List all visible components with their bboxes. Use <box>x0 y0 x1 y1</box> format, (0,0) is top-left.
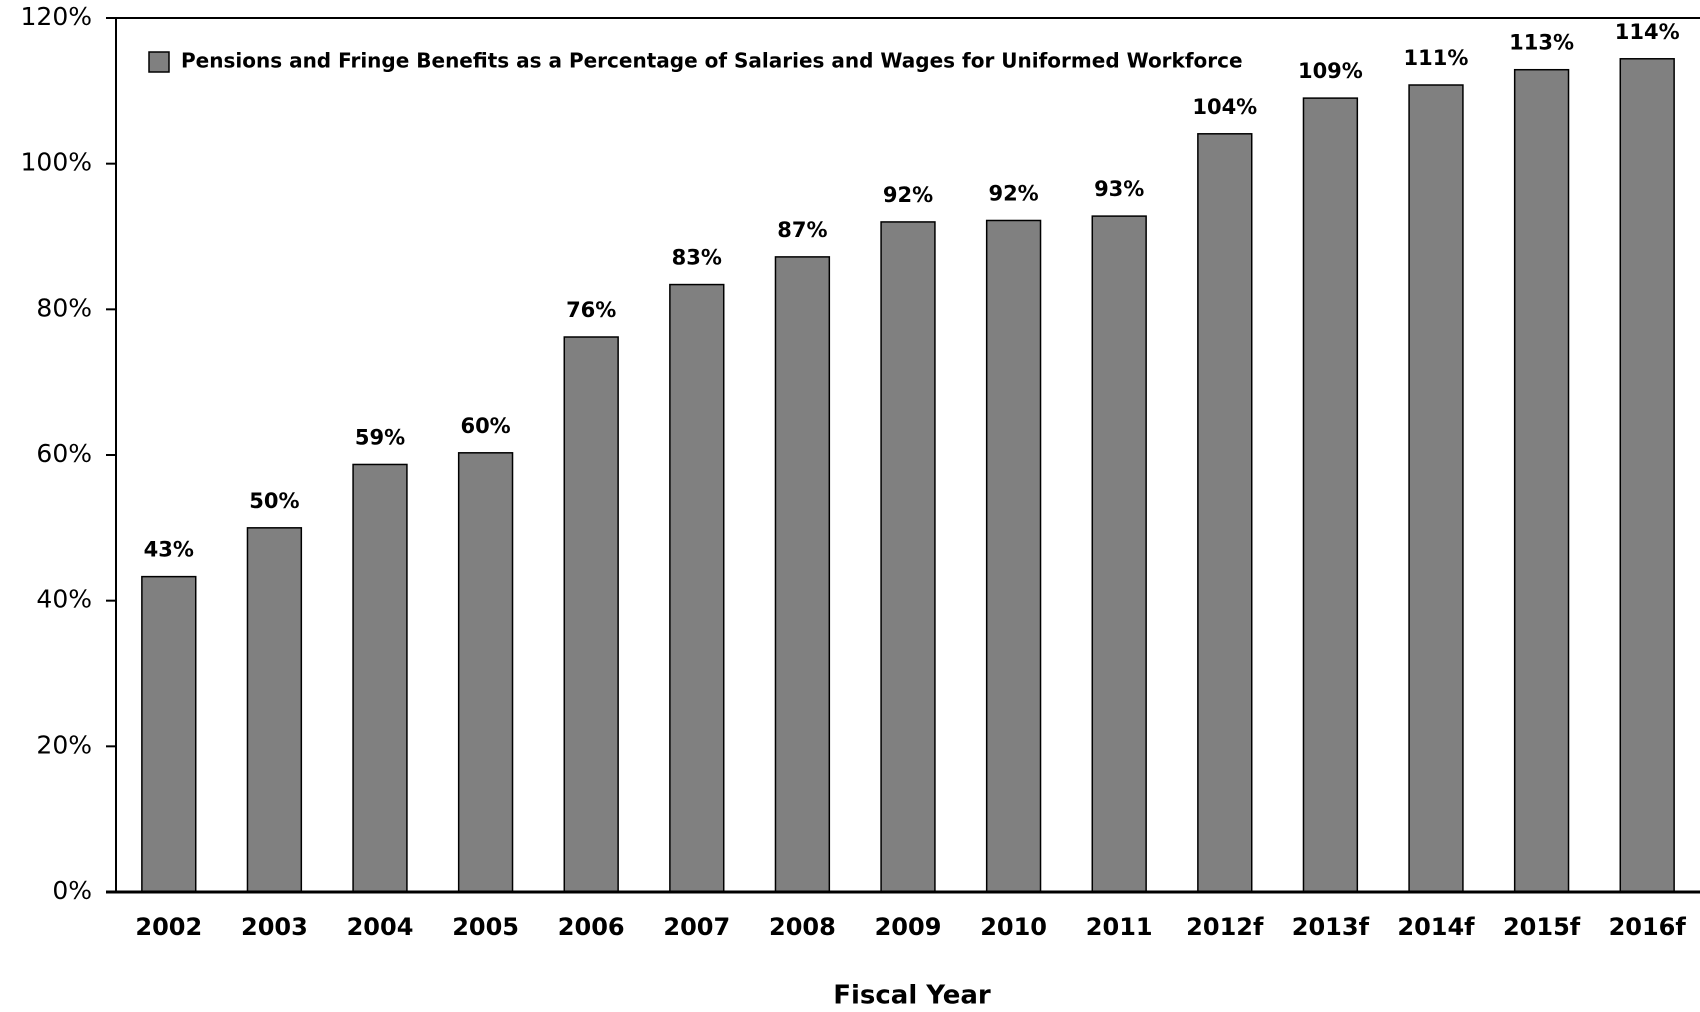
bar <box>985 219 1042 893</box>
value-label: 76% <box>566 298 616 322</box>
x-tick-label: 2014f <box>1397 913 1475 941</box>
value-label: 104% <box>1192 95 1257 119</box>
x-tick-label: 2005 <box>452 913 519 941</box>
bar <box>141 575 197 893</box>
value-label: 93% <box>1094 177 1144 201</box>
value-label: 59% <box>355 425 405 449</box>
x-tick-label: 2003 <box>241 913 308 941</box>
bar <box>669 283 725 893</box>
bar <box>563 336 619 893</box>
bar <box>1197 133 1253 893</box>
bar <box>1302 97 1359 893</box>
x-tick-label: 2004 <box>347 913 414 941</box>
x-tick-label: 2010 <box>980 913 1047 941</box>
y-tick-label: 0% <box>52 876 92 905</box>
value-label: 109% <box>1298 59 1363 83</box>
bar <box>1619 58 1675 893</box>
value-label: 43% <box>144 538 194 562</box>
value-label: 111% <box>1404 46 1469 70</box>
x-axis-title: Fiscal Year <box>833 981 991 1011</box>
x-tick-label: 2002 <box>135 913 202 941</box>
bar <box>457 452 514 893</box>
y-tick-label: 20% <box>36 730 92 759</box>
value-label: 87% <box>777 218 827 242</box>
x-tick-label: 2016f <box>1609 913 1687 941</box>
value-label: 114% <box>1615 20 1680 44</box>
x-tick-label: 2012f <box>1186 913 1264 941</box>
y-tick-label: 40% <box>36 585 92 614</box>
bar <box>352 463 408 893</box>
value-label: 92% <box>883 183 933 207</box>
x-tick-label: 2011 <box>1086 913 1153 941</box>
legend-label: Pensions and Fringe Benefits as a Percen… <box>181 49 1243 73</box>
y-tick-label: 60% <box>36 439 92 468</box>
bar <box>774 256 831 893</box>
bar <box>246 527 303 893</box>
bar <box>880 221 936 893</box>
value-label: 60% <box>460 414 510 438</box>
value-label: 113% <box>1509 31 1574 55</box>
legend-swatch <box>148 51 170 73</box>
bar <box>1408 84 1464 893</box>
value-label: 50% <box>249 489 299 513</box>
x-tick-label: 2007 <box>663 913 730 941</box>
x-tick-label: 2013f <box>1292 913 1370 941</box>
bar <box>1091 215 1147 893</box>
y-tick-label: 120% <box>21 2 92 31</box>
value-label: 83% <box>672 246 722 270</box>
value-label: 92% <box>988 181 1038 205</box>
y-tick-label: 100% <box>21 148 92 177</box>
x-tick-label: 2009 <box>875 913 942 941</box>
x-tick-label: 2015f <box>1503 913 1581 941</box>
bar <box>1513 68 1570 893</box>
x-tick-label: 2006 <box>558 913 625 941</box>
x-tick-label: 2008 <box>769 913 836 941</box>
y-tick-label: 80% <box>36 293 92 322</box>
